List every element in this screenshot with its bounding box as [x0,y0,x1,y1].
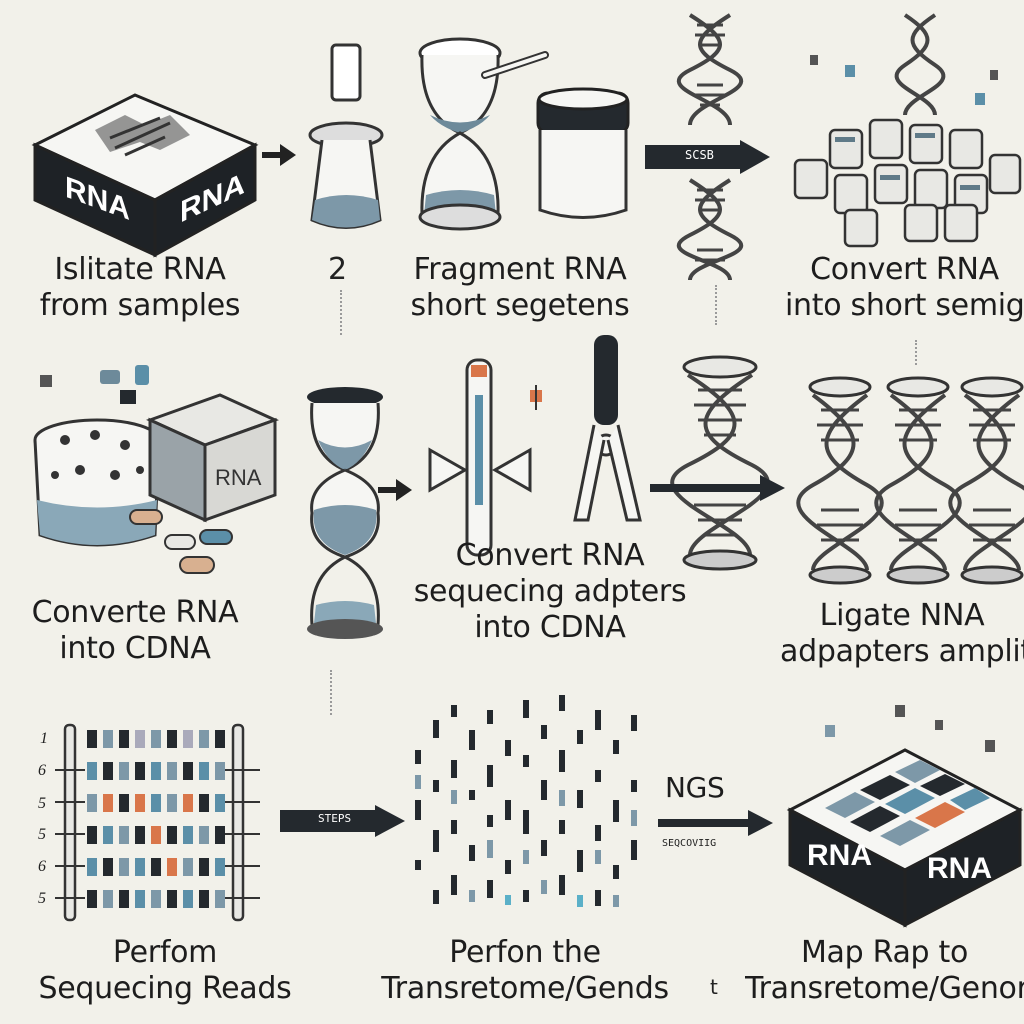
ladder-number: 5 [38,890,46,907]
step-label-perform-transcriptome: Perfon the Transretome/Gends [381,935,669,1006]
dna-helix-icon [796,376,1024,585]
ngs-label: NGS [665,771,725,804]
arrow-right-icon [378,479,412,501]
ladder-number: 6 [38,762,46,779]
ladder-number: 5 [38,826,46,843]
chip-icon: RNA RNA [786,705,1024,928]
tube-icon [308,43,384,229]
marker-icon [530,385,542,410]
divider [340,290,342,335]
dna-helix-icon [677,13,743,126]
gel-ladder-icon [55,723,260,922]
beaker-icon [536,87,630,219]
step-label-adapters: Convert RNA sequecing adpters into CDNA [413,538,687,645]
arrow-tag: SCSB [685,148,714,162]
syringe-icon [428,358,532,557]
box-label: RNA [927,852,992,885]
ladder-number: 6 [38,858,46,875]
hourglass-icon [418,37,502,231]
barcode-icon [415,695,637,907]
step-label-ligate: Ligate NNA adpapters amplit [780,598,1024,669]
arrow-right-icon [262,144,296,166]
step-label-isolate: Islitate RNA from samples [39,252,241,323]
rna-box-icon: RNA [146,393,279,523]
pipette-icon [481,51,549,79]
cube-cluster-icon [793,13,1022,248]
step-label-convert-short: Convert RNA into short semigs [785,252,1024,323]
ladder-number: 1 [40,730,48,747]
step-number: 2 [328,252,348,287]
arrow-tag: STEPS [318,812,352,825]
box-label: RNA [215,465,262,490]
bead-icon [129,509,233,574]
step-label-perform-reads: Perfom Sequecing Reads [38,935,292,1006]
arrow-right-icon [645,140,770,174]
step-label-cdna: Converte RNA into CDNA [31,595,239,666]
step-label-map: Map Rap to Transretome/Genor [745,935,1024,1006]
arrow-right-icon [650,475,785,501]
dna-helix-icon [677,178,743,281]
arrow-right-icon [658,810,773,836]
box-label: RNA [807,839,872,872]
ladder-number: 5 [38,795,46,812]
small-mark: t [710,975,718,999]
scissors-icon [573,335,642,522]
hourglass-icon [307,387,383,639]
divider [715,285,717,325]
divider [915,340,917,365]
arrow-right-icon [280,805,405,837]
arrow-tag: SEQCOVIIG [662,838,717,849]
rna-box-icon: RNA RNA [31,93,259,258]
step-label-fragment: Fragment RNA short segetens [410,252,630,323]
dna-helix-icon [670,355,770,571]
divider [330,670,332,715]
